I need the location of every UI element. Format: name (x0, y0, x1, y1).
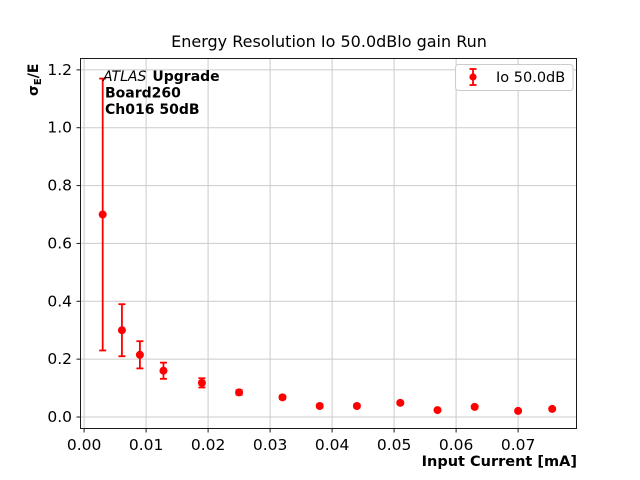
data-point (235, 388, 244, 397)
grid-lines (81, 58, 577, 428)
annotation-upgrade: Upgrade (152, 69, 219, 85)
y-tick-label: 0.0 (47, 408, 72, 426)
legend-errorbar-icon (469, 68, 477, 86)
y-tick-label: 0.6 (47, 234, 72, 252)
x-tick-label: 0.00 (67, 436, 102, 454)
data-point (159, 366, 168, 375)
x-tick-label: 0.05 (377, 436, 412, 454)
data-point (433, 406, 442, 415)
annotation-line2: Board260 (105, 86, 181, 102)
y-axis-label: σE/E (26, 64, 44, 96)
annotation-atlas: ATLAS (102, 69, 146, 85)
data-point (98, 210, 107, 219)
data-point (315, 402, 324, 411)
data-point (470, 402, 479, 411)
x-tick-label: 0.04 (315, 436, 350, 454)
annotation-line1: ATLAS Upgrade (102, 69, 220, 85)
axis-ticks: 0.00 0.01 0.02 0.03 0.04 0.05 0.06 0.07 0.0 0.2 0.… (47, 61, 535, 454)
data-series (98, 77, 557, 415)
series-Io-50.0dB (98, 77, 557, 415)
x-tick-label: 0.02 (191, 436, 226, 454)
x-tick-label: 0.06 (439, 436, 474, 454)
legend-label: Io 50.0dB (496, 70, 565, 86)
annotation-line3: Ch016 50dB (105, 102, 200, 118)
data-point (548, 404, 557, 413)
y-axis-label-rest: /E (26, 64, 42, 79)
data-point (135, 350, 144, 359)
x-tick-label: 0.07 (501, 436, 536, 454)
data-point (396, 398, 405, 407)
data-point (117, 326, 126, 335)
data-point (352, 402, 361, 411)
y-tick-label: 0.4 (47, 292, 72, 310)
data-point (514, 406, 523, 415)
y-tick-label: 1.0 (47, 119, 72, 137)
y-tick-label: 0.8 (47, 177, 72, 195)
data-point (278, 393, 287, 402)
x-tick-label: 0.01 (129, 436, 164, 454)
chart-title: Energy Resolution Io 50.0dBlo gain Run (171, 32, 487, 51)
legend-box (455, 64, 574, 91)
legend: Io 50.0dB (455, 64, 574, 91)
y-tick-label: 0.2 (47, 350, 72, 368)
y-tick-label: 1.2 (47, 61, 72, 79)
y-axis-label-subscript: E (33, 78, 44, 85)
y-axis-label-sigma: σ (26, 85, 42, 96)
annotation-block: ATLAS Upgrade Board260 Ch016 50dB (102, 69, 220, 118)
x-axis-label: Input Current [mA] (422, 454, 577, 470)
data-point (197, 378, 206, 387)
x-tick-label: 0.03 (253, 436, 288, 454)
